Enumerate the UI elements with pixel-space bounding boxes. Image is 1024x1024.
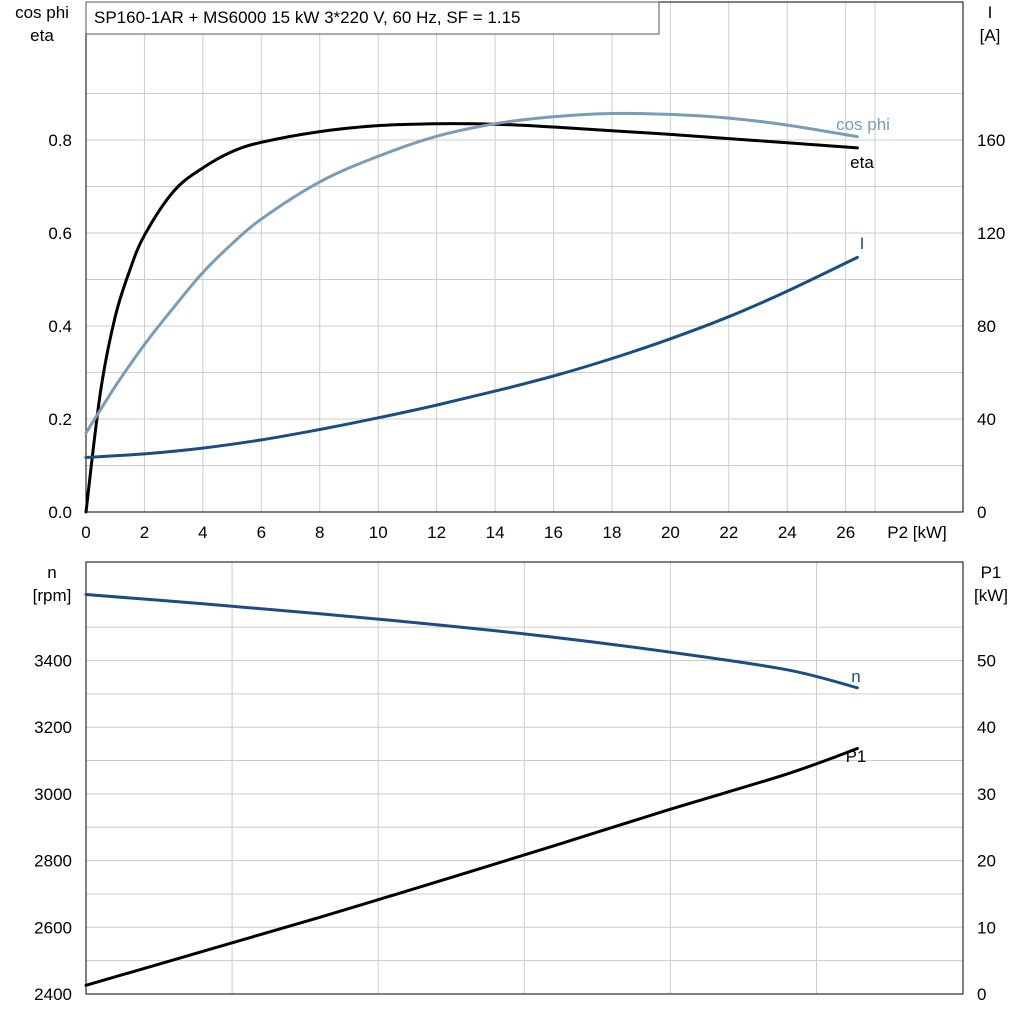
series-label-cos-phi: cos phi xyxy=(836,115,890,134)
series-label-eta: eta xyxy=(850,153,874,172)
y-left-tick-label: 2400 xyxy=(34,985,72,1004)
x-tick-label: 2 xyxy=(140,523,149,542)
top-left-axis-label-line2: eta xyxy=(30,26,54,45)
y-left-tick-label: 0.8 xyxy=(48,131,72,150)
bottom-chart-tick-labels: 2400 2600 2800 3000 3200 3400 0 10 20 30 40 50 xyxy=(34,652,996,1005)
x-tick-label: 12 xyxy=(427,523,446,542)
y-left-tick-label: 0.4 xyxy=(48,317,72,336)
y-left-tick-label: 2600 xyxy=(34,918,72,937)
y-left-tick-label: 0.2 xyxy=(48,410,72,429)
y-left-tick-label: 0.0 xyxy=(48,503,72,522)
top-chart-gridlines xyxy=(86,2,963,512)
top-left-axis-label-line1: cos phi xyxy=(15,3,69,22)
y-left-tick-label: 3400 xyxy=(34,652,72,671)
y-right-tick-label: 20 xyxy=(977,852,996,871)
x-tick-label: 26 xyxy=(836,523,855,542)
x-tick-label: 14 xyxy=(486,523,505,542)
x-tick-label: 8 xyxy=(315,523,324,542)
y-right-tick-label: 0 xyxy=(977,985,986,1004)
top-x-axis-label: P2 [kW] xyxy=(887,523,947,542)
series-line-p1 xyxy=(84,747,859,987)
x-tick-label: 4 xyxy=(198,523,207,542)
series-line-n xyxy=(84,593,859,690)
bottom-left-axis-label-line1: n xyxy=(47,563,56,582)
x-tick-label: 16 xyxy=(544,523,563,542)
y-left-tick-label: 3000 xyxy=(34,785,72,804)
x-tick-label: 22 xyxy=(719,523,738,542)
y-left-tick-label: 0.6 xyxy=(48,224,72,243)
y-right-tick-label: 120 xyxy=(977,224,1005,243)
y-left-tick-label: 3200 xyxy=(34,718,72,737)
bottom-chart-gridlines xyxy=(86,562,963,994)
series-label-p1: P1 xyxy=(846,747,867,766)
bottom-right-axis-label-line2: [kW] xyxy=(974,586,1008,605)
bottom-chart-frame xyxy=(85,561,964,995)
x-tick-label: 10 xyxy=(369,523,388,542)
x-tick-label: 20 xyxy=(661,523,680,542)
series-line-i xyxy=(84,255,859,459)
y-right-tick-label: 50 xyxy=(977,652,996,671)
top-right-axis-label-line2: [A] xyxy=(980,26,1001,45)
x-tick-label: 24 xyxy=(778,523,797,542)
y-right-tick-label: 160 xyxy=(977,131,1005,150)
chart-title: SP160-1AR + MS6000 15 kW 3*220 V, 60 Hz,… xyxy=(94,8,521,27)
y-right-tick-label: 10 xyxy=(977,918,996,937)
y-right-tick-label: 40 xyxy=(977,718,996,737)
series-line-cos-phi xyxy=(84,111,859,435)
top-chart-tick-labels: 0 2 4 6 8 10 12 14 16 18 20 22 24 260.00.20.40.60.804… xyxy=(48,131,1005,542)
bottom-chart-series xyxy=(84,593,859,987)
series-label-n: n xyxy=(851,667,860,686)
x-tick-label: 6 xyxy=(257,523,266,542)
y-right-tick-label: 0 xyxy=(977,503,986,522)
series-label-i: I xyxy=(860,234,865,253)
top-right-axis-label-line1: I xyxy=(988,3,993,22)
series-line-eta xyxy=(84,122,859,514)
bottom-right-axis-label-line1: P1 xyxy=(981,563,1002,582)
chart-title-box xyxy=(85,1,660,35)
y-left-tick-label: 2800 xyxy=(34,852,72,871)
y-right-tick-label: 30 xyxy=(977,785,996,804)
y-right-tick-label: 40 xyxy=(977,410,996,429)
x-tick-label: 18 xyxy=(602,523,621,542)
y-right-tick-label: 80 xyxy=(977,317,996,336)
top-chart-series xyxy=(84,111,859,514)
bottom-left-axis-label-line2: [rpm] xyxy=(33,586,72,605)
x-tick-label: 0 xyxy=(81,523,90,542)
